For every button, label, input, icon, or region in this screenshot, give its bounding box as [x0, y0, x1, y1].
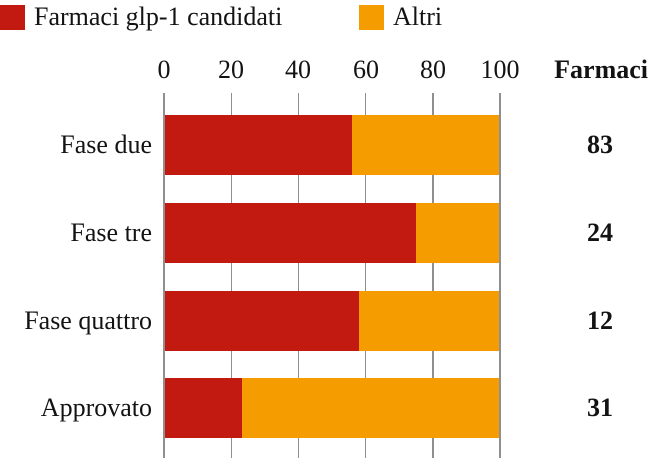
gridline: [163, 93, 165, 458]
category-label-approvato: Approvato: [40, 393, 152, 422]
value-label-approvato: 31: [587, 393, 613, 422]
bar-segment-altri: [358, 291, 499, 351]
gridline: [499, 93, 501, 458]
x-axis-tick-label-100: 100: [480, 55, 520, 84]
x-axis-tick-label-80: 80: [420, 55, 446, 84]
bar-segment-altri: [241, 378, 499, 438]
x-axis-tick-label-40: 40: [285, 55, 311, 84]
bar-segment-glp1-candidates: [165, 203, 416, 263]
legend-label-altri: Altri: [393, 2, 443, 31]
bar-row-approvato: [165, 378, 499, 438]
bar-segment-glp1-candidates: [165, 291, 359, 351]
bar-segment-glp1-candidates: [165, 378, 242, 438]
gridline: [297, 93, 300, 458]
gridline: [230, 93, 232, 458]
value-column-header: Farmaci: [554, 55, 648, 84]
value-label-fase-due: 83: [587, 130, 613, 159]
legend-label-glp1-candidates: Farmaci glp-1 candidati: [34, 2, 283, 31]
bar-segment-altri: [352, 115, 499, 175]
legend-item-glp1-candidates: Farmaci glp-1 candidati: [0, 2, 282, 32]
bar-row-fase-due: [165, 115, 499, 175]
bar-segment-glp1-candidates: [165, 115, 353, 175]
category-label-fase-tre: Fase tre: [70, 218, 152, 247]
legend-item-altri: Altri: [359, 2, 442, 32]
x-axis-tick-label-0: 0: [157, 55, 171, 84]
legend-swatch-altri: [359, 4, 384, 30]
bar-segment-altri: [415, 203, 499, 263]
value-label-fase-tre: 24: [587, 218, 613, 247]
legend-swatch-glp1-candidates: [0, 4, 25, 30]
x-axis-tick-label-60: 60: [353, 55, 379, 84]
x-axis-tick-label-20: 20: [218, 55, 244, 84]
value-label-fase-quattro: 12: [587, 306, 613, 335]
category-label-fase-quattro: Fase quattro: [24, 306, 152, 335]
gridline: [432, 93, 434, 458]
bar-row-fase-tre: [165, 203, 499, 263]
gridline: [364, 93, 367, 458]
category-label-fase-due: Fase due: [60, 130, 152, 159]
bar-row-fase-quattro: [165, 291, 499, 351]
